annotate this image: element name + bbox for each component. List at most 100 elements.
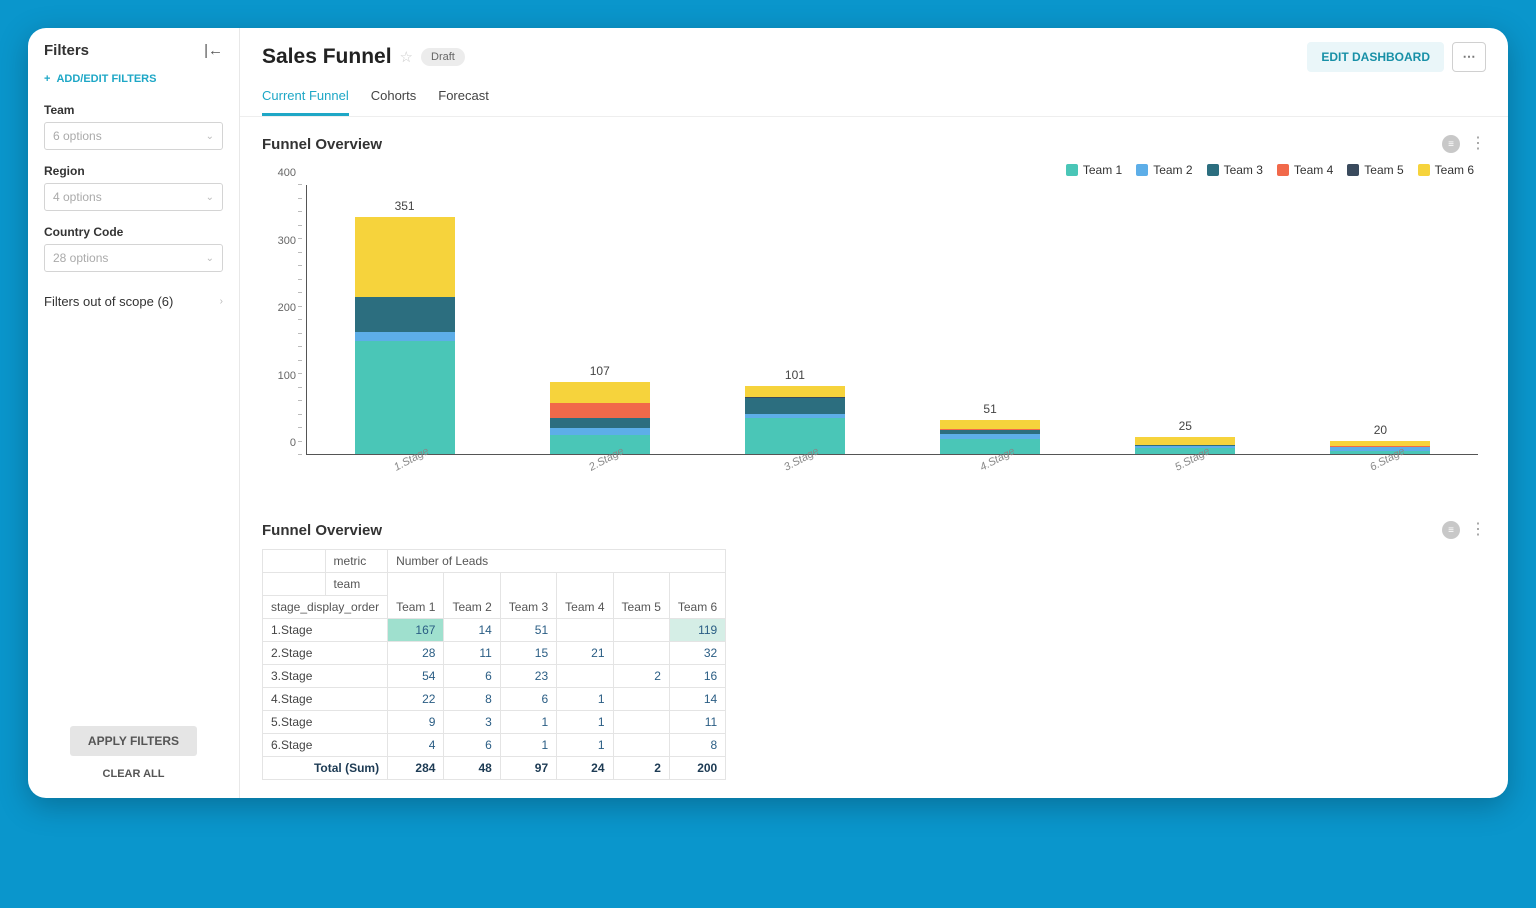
table-row: 5.Stage931111 bbox=[263, 711, 726, 734]
chart-panel-header: Funnel Overview ≡ ⋮ bbox=[262, 135, 1486, 153]
bar-segment bbox=[745, 398, 845, 414]
filter-group-team: Team 6 options ⌄ bbox=[28, 99, 239, 160]
filter-select[interactable]: 6 options ⌄ bbox=[44, 122, 223, 150]
cell: 4 bbox=[388, 734, 444, 757]
bar-column[interactable]: 101 bbox=[745, 386, 845, 454]
cell: 8 bbox=[444, 688, 500, 711]
legend-item[interactable]: Team 3 bbox=[1207, 163, 1263, 177]
filter-label: Team bbox=[44, 103, 223, 117]
filter-label: Country Code bbox=[44, 225, 223, 239]
filters-out-of-scope[interactable]: Filters out of scope (6) › bbox=[28, 282, 239, 321]
bar-column[interactable]: 25 bbox=[1135, 437, 1235, 454]
row-label: 6.Stage bbox=[263, 734, 388, 757]
bar-segment bbox=[355, 332, 455, 341]
y-axis: 0100200300400 bbox=[262, 185, 302, 455]
favorite-star-icon[interactable]: ☆ bbox=[400, 48, 413, 66]
filter-select[interactable]: 4 options ⌄ bbox=[44, 183, 223, 211]
table-row: 6.Stage46118 bbox=[263, 734, 726, 757]
collapse-sidebar-icon[interactable]: |← bbox=[204, 42, 223, 59]
legend-label: Team 1 bbox=[1083, 163, 1122, 177]
legend-item[interactable]: Team 1 bbox=[1066, 163, 1122, 177]
cell bbox=[557, 619, 613, 642]
th-team: team bbox=[325, 573, 388, 596]
tab-current-funnel[interactable]: Current Funnel bbox=[262, 80, 349, 116]
sidebar-header: Filters |← bbox=[28, 42, 239, 67]
bar-total-label: 25 bbox=[1135, 419, 1235, 433]
tab-forecast[interactable]: Forecast bbox=[438, 80, 489, 116]
total-cell: 200 bbox=[669, 757, 725, 780]
th-col: Team 2 bbox=[444, 573, 500, 619]
y-tick: 200 bbox=[278, 302, 296, 314]
filter-icon[interactable]: ≡ bbox=[1442, 521, 1460, 539]
cell: 167 bbox=[388, 619, 444, 642]
bar-segment bbox=[550, 428, 650, 435]
filters-sidebar: Filters |← + ADD/EDIT FILTERS Team 6 opt… bbox=[28, 28, 240, 798]
add-edit-filters-link[interactable]: + ADD/EDIT FILTERS bbox=[28, 67, 239, 99]
bar-column[interactable]: 351 bbox=[355, 217, 455, 454]
cell: 9 bbox=[388, 711, 444, 734]
th-col: Team 3 bbox=[500, 573, 556, 619]
legend-item[interactable]: Team 6 bbox=[1418, 163, 1474, 177]
bar-segment bbox=[1135, 437, 1235, 444]
legend-swatch bbox=[1136, 164, 1148, 176]
cell: 28 bbox=[388, 642, 444, 665]
app-frame: Filters |← + ADD/EDIT FILTERS Team 6 opt… bbox=[28, 28, 1508, 798]
total-cell: 48 bbox=[444, 757, 500, 780]
chevron-down-icon: ⌄ bbox=[206, 253, 214, 264]
cell bbox=[613, 734, 669, 757]
tabs: Current Funnel Cohorts Forecast bbox=[240, 80, 1508, 117]
filter-group-region: Region 4 options ⌄ bbox=[28, 160, 239, 221]
filter-select[interactable]: 28 options ⌄ bbox=[44, 244, 223, 272]
bar-column[interactable]: 20 bbox=[1330, 441, 1430, 454]
bar-segment bbox=[550, 382, 650, 404]
apply-filters-button[interactable]: APPLY FILTERS bbox=[70, 726, 197, 756]
legend-item[interactable]: Team 4 bbox=[1277, 163, 1333, 177]
filters-out-of-scope-label: Filters out of scope (6) bbox=[44, 294, 173, 309]
tab-cohorts[interactable]: Cohorts bbox=[371, 80, 417, 116]
cell: 1 bbox=[557, 711, 613, 734]
y-tick: 400 bbox=[278, 167, 296, 179]
bar-column[interactable]: 51 bbox=[940, 420, 1040, 454]
cell: 21 bbox=[557, 642, 613, 665]
th-col: Team 4 bbox=[557, 573, 613, 619]
filter-icon[interactable]: ≡ bbox=[1442, 135, 1460, 153]
x-axis-labels: 1.Stage2.Stage3.Stage4.Stage5.Stage6.Sta… bbox=[306, 457, 1478, 485]
bar-segment bbox=[550, 403, 650, 417]
th bbox=[263, 550, 326, 573]
clear-all-link[interactable]: CLEAR ALL bbox=[44, 768, 223, 784]
cell: 6 bbox=[444, 665, 500, 688]
cell: 11 bbox=[444, 642, 500, 665]
chevron-down-icon: ⌄ bbox=[206, 192, 214, 203]
total-label: Total (Sum) bbox=[263, 757, 388, 780]
bar-column[interactable]: 107 bbox=[550, 382, 650, 454]
more-menu-button[interactable]: ⋯ bbox=[1452, 42, 1486, 72]
table-row: 3.Stage54623216 bbox=[263, 665, 726, 688]
legend-item[interactable]: Team 2 bbox=[1136, 163, 1192, 177]
cell: 3 bbox=[444, 711, 500, 734]
y-tick: 0 bbox=[290, 437, 296, 449]
chart-title: Funnel Overview bbox=[262, 136, 382, 153]
legend-item[interactable]: Team 5 bbox=[1347, 163, 1403, 177]
chevron-down-icon: ⌄ bbox=[206, 131, 214, 142]
cell: 6 bbox=[444, 734, 500, 757]
filter-placeholder: 4 options bbox=[53, 190, 102, 204]
legend-swatch bbox=[1277, 164, 1289, 176]
total-cell: 284 bbox=[388, 757, 444, 780]
legend-swatch bbox=[1347, 164, 1359, 176]
cell: 1 bbox=[557, 734, 613, 757]
edit-dashboard-button[interactable]: EDIT DASHBOARD bbox=[1307, 42, 1444, 72]
table-panel: Funnel Overview ≡ ⋮ metricNumber of Lead… bbox=[240, 503, 1508, 798]
bar-segment bbox=[745, 418, 845, 454]
table-kebab-icon[interactable]: ⋮ bbox=[1470, 525, 1486, 535]
chart-legend: Team 1 Team 2 Team 3 Team 4 Team 5 Team 6 bbox=[262, 159, 1486, 185]
cell bbox=[557, 665, 613, 688]
chart-panel: Funnel Overview ≡ ⋮ Team 1Team 2Team 3Te… bbox=[240, 117, 1508, 503]
filter-group-country-code: Country Code 28 options ⌄ bbox=[28, 221, 239, 282]
dashboard-title: Sales Funnel bbox=[262, 45, 392, 69]
legend-swatch bbox=[1066, 164, 1078, 176]
cell bbox=[613, 642, 669, 665]
plot-area: 351 107 101 51 25 20 bbox=[306, 185, 1478, 455]
bar-segment bbox=[940, 439, 1040, 454]
cell: 119 bbox=[669, 619, 725, 642]
chart-kebab-icon[interactable]: ⋮ bbox=[1470, 139, 1486, 149]
